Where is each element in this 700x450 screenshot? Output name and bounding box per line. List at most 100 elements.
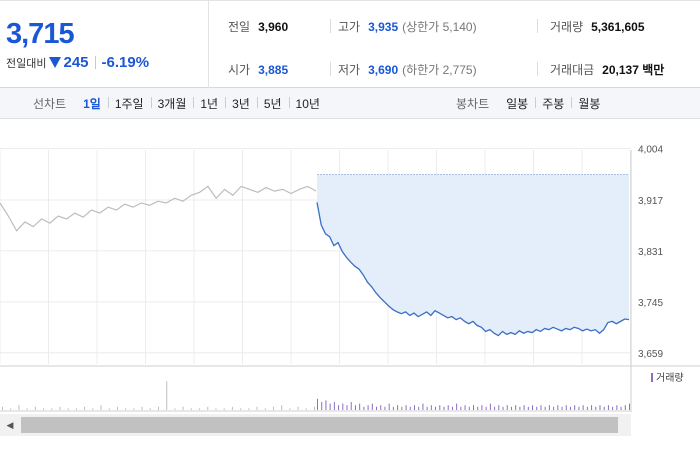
candle-daily[interactable]: 일봉 xyxy=(506,97,529,111)
volume-bar xyxy=(430,405,432,410)
volume-bar xyxy=(199,408,201,410)
volume-bar xyxy=(439,405,441,410)
volume-bar xyxy=(473,405,474,410)
volume-bar xyxy=(67,408,69,410)
volume-bar xyxy=(494,406,496,410)
volume-legend: 거래량 xyxy=(651,372,684,384)
volume-bar xyxy=(612,406,614,410)
volume-bar xyxy=(397,405,399,410)
volume-bar xyxy=(367,405,369,410)
candle-chart-title: 봉차트 xyxy=(456,97,490,111)
volume-bar xyxy=(519,406,521,410)
volume-bar xyxy=(174,408,176,410)
y-tick-label: 3,659 xyxy=(638,349,663,360)
chart-lines xyxy=(0,185,630,337)
volume-bar xyxy=(289,408,291,410)
upper-limit: (상한가 5,140) xyxy=(402,20,477,34)
divider xyxy=(330,62,331,76)
candle-chart-periods: 봉차트 일봉 주봉 월봉 xyxy=(456,88,607,119)
divider xyxy=(537,62,538,76)
price-chart[interactable]: 4,004 3,917 3,831 3,745 3,659 거래량 xyxy=(0,120,700,412)
scrollbar-thumb[interactable] xyxy=(21,417,618,433)
volume-bar xyxy=(354,405,356,410)
volume-bar xyxy=(314,406,315,410)
volume-bar xyxy=(574,405,576,410)
volume-bar xyxy=(43,408,45,410)
volume-bar xyxy=(569,406,571,410)
volume-bar xyxy=(464,405,466,410)
stat-volume: 거래량 5,361,605 xyxy=(550,18,645,35)
stat-amount: 거래대금 20,137 백만 xyxy=(550,61,664,78)
volume-bar xyxy=(297,406,299,410)
line-chart-periods: 선차트 1일 1주일 3개월 1년 3년 5년 10년 xyxy=(33,88,327,119)
stat-value: 3,935 xyxy=(368,19,399,34)
volume-bar xyxy=(540,405,542,410)
change-percent: -6.19% xyxy=(101,54,150,71)
volume-bar xyxy=(305,408,307,410)
period-5y[interactable]: 5년 xyxy=(256,95,289,112)
volume-bar xyxy=(607,405,609,410)
volume-bar xyxy=(422,403,424,410)
period-3y[interactable]: 3년 xyxy=(225,95,257,112)
volume-bars xyxy=(2,381,630,410)
volume-bar xyxy=(502,406,504,410)
volume-bar xyxy=(578,406,580,410)
volume-bar xyxy=(548,405,550,410)
volume-bar xyxy=(468,406,470,410)
volume-bar xyxy=(84,406,86,410)
volume-bar xyxy=(116,406,118,410)
volume-bar xyxy=(426,406,428,410)
stat-label: 거래대금 xyxy=(550,63,595,77)
volume-bar xyxy=(264,408,266,410)
candle-weekly[interactable]: 주봉 xyxy=(535,95,571,112)
volume-bar xyxy=(92,408,94,410)
volume-bar xyxy=(561,406,563,410)
volume-bar xyxy=(350,402,352,410)
volume-bar xyxy=(317,398,318,410)
volume-bar xyxy=(215,408,217,410)
volume-bar xyxy=(359,403,361,410)
chart-fill xyxy=(317,174,629,336)
stat-label: 고가 xyxy=(338,20,361,34)
volume-bar xyxy=(586,406,588,410)
volume-bar xyxy=(10,408,12,410)
y-tick-label: 3,745 xyxy=(638,298,663,309)
volume-bar xyxy=(207,406,209,410)
period-1d[interactable]: 1일 xyxy=(83,97,101,111)
period-1y[interactable]: 1년 xyxy=(193,95,225,112)
volume-bar xyxy=(616,405,618,410)
volume-bar xyxy=(2,406,3,410)
period-1w[interactable]: 1주일 xyxy=(107,95,151,112)
volume-bar xyxy=(376,406,378,410)
candle-monthly[interactable]: 월봉 xyxy=(571,95,607,112)
volume-bar xyxy=(582,405,584,410)
volume-bar xyxy=(527,406,529,410)
current-price: 3,715 xyxy=(6,18,75,50)
scroll-left-icon[interactable]: ◀ xyxy=(6,419,14,430)
chart-scrollbar[interactable]: ◀ xyxy=(0,414,631,436)
period-10y[interactable]: 10년 xyxy=(288,95,327,112)
stat-label: 거래량 xyxy=(550,20,584,34)
volume-bar xyxy=(557,405,559,410)
stat-label: 저가 xyxy=(338,63,361,77)
volume-bar xyxy=(485,406,487,410)
volume-bar xyxy=(133,408,135,410)
change-row: 전일대비 245 -6.19% xyxy=(6,54,149,71)
volume-bar xyxy=(447,405,449,410)
volume-bar xyxy=(51,408,53,410)
volume-bar xyxy=(435,406,437,410)
chart-toolbar: 선차트 1일 1주일 3개월 1년 3년 5년 10년 봉차트 일봉 주봉 월봉 xyxy=(0,88,700,119)
volume-bar xyxy=(100,405,102,410)
volume-bar xyxy=(248,408,250,410)
period-3m[interactable]: 3개월 xyxy=(150,95,194,112)
volume-bar xyxy=(536,406,538,410)
stat-value: 5,361,605 xyxy=(591,19,645,34)
volume-bar xyxy=(125,408,127,410)
chart-canvas: 4,004 3,917 3,831 3,745 3,659 거래량 xyxy=(0,145,700,412)
volume-bar xyxy=(405,405,407,410)
volume-bar xyxy=(231,406,233,410)
stat-low: 저가 3,690 (하한가 2,775) xyxy=(338,61,477,78)
volume-bar xyxy=(532,405,534,410)
today-price-line xyxy=(316,202,630,337)
y-tick-label: 3,917 xyxy=(638,196,663,207)
